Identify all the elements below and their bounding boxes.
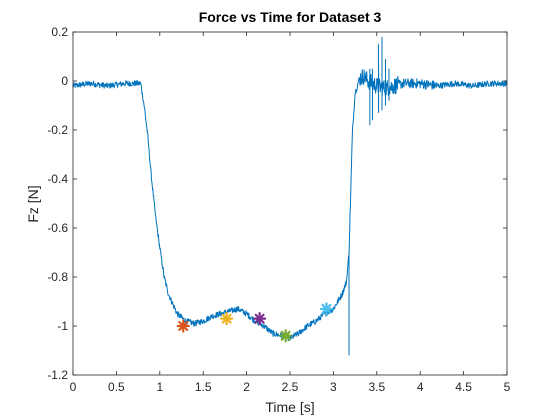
plot-area bbox=[73, 32, 507, 375]
y-axis: 0.2 0 -0.2 -0.4 -0.6 -0.8 -1 -1.2 bbox=[47, 25, 507, 382]
y-tick-label: -1.2 bbox=[47, 368, 68, 382]
chart-title: Force vs Time for Dataset 3 bbox=[199, 9, 382, 25]
x-tick-label: 3.5 bbox=[368, 380, 385, 394]
star-marker bbox=[279, 329, 293, 343]
star-marker bbox=[319, 302, 334, 316]
y-tick-label: -0.2 bbox=[47, 123, 68, 137]
y-tick-label: -1 bbox=[57, 319, 68, 333]
star-marker-stroke bbox=[321, 303, 332, 314]
x-tick-label: 2 bbox=[243, 380, 250, 394]
star-marker-stroke bbox=[178, 321, 189, 331]
x-tick-label: 4 bbox=[417, 380, 424, 394]
x-tick-label: 4.5 bbox=[455, 380, 472, 394]
x-tick-label: 1 bbox=[156, 380, 163, 394]
y-tick-label: 0 bbox=[61, 74, 68, 88]
x-axis-label: Time [s] bbox=[265, 399, 314, 415]
y-tick-label: 0.2 bbox=[51, 25, 68, 39]
x-tick-label: 3 bbox=[330, 380, 337, 394]
x-tick-label: 2.5 bbox=[282, 380, 299, 394]
y-tick-label: -0.4 bbox=[47, 172, 68, 186]
star-marker bbox=[220, 312, 234, 326]
star-marker bbox=[176, 319, 190, 333]
star-marker-stroke bbox=[280, 330, 291, 341]
star-marker-stroke bbox=[254, 313, 265, 324]
star-marker-stroke bbox=[221, 313, 232, 324]
x-tick-label: 0 bbox=[70, 380, 77, 394]
x-tick-label: 0.5 bbox=[108, 380, 125, 394]
x-tick-label: 1.5 bbox=[195, 380, 212, 394]
x-tick-label: 5 bbox=[504, 380, 511, 394]
y-axis-label: Fz [N] bbox=[25, 185, 41, 222]
x-axis: 0 0.5 1 1.5 2 2.5 3 3.5 4 4.5 5 bbox=[70, 32, 511, 394]
marker-layer bbox=[176, 302, 334, 343]
y-tick-label: -0.6 bbox=[47, 221, 68, 235]
y-tick-label: -0.8 bbox=[47, 270, 68, 284]
star-marker bbox=[253, 312, 267, 326]
